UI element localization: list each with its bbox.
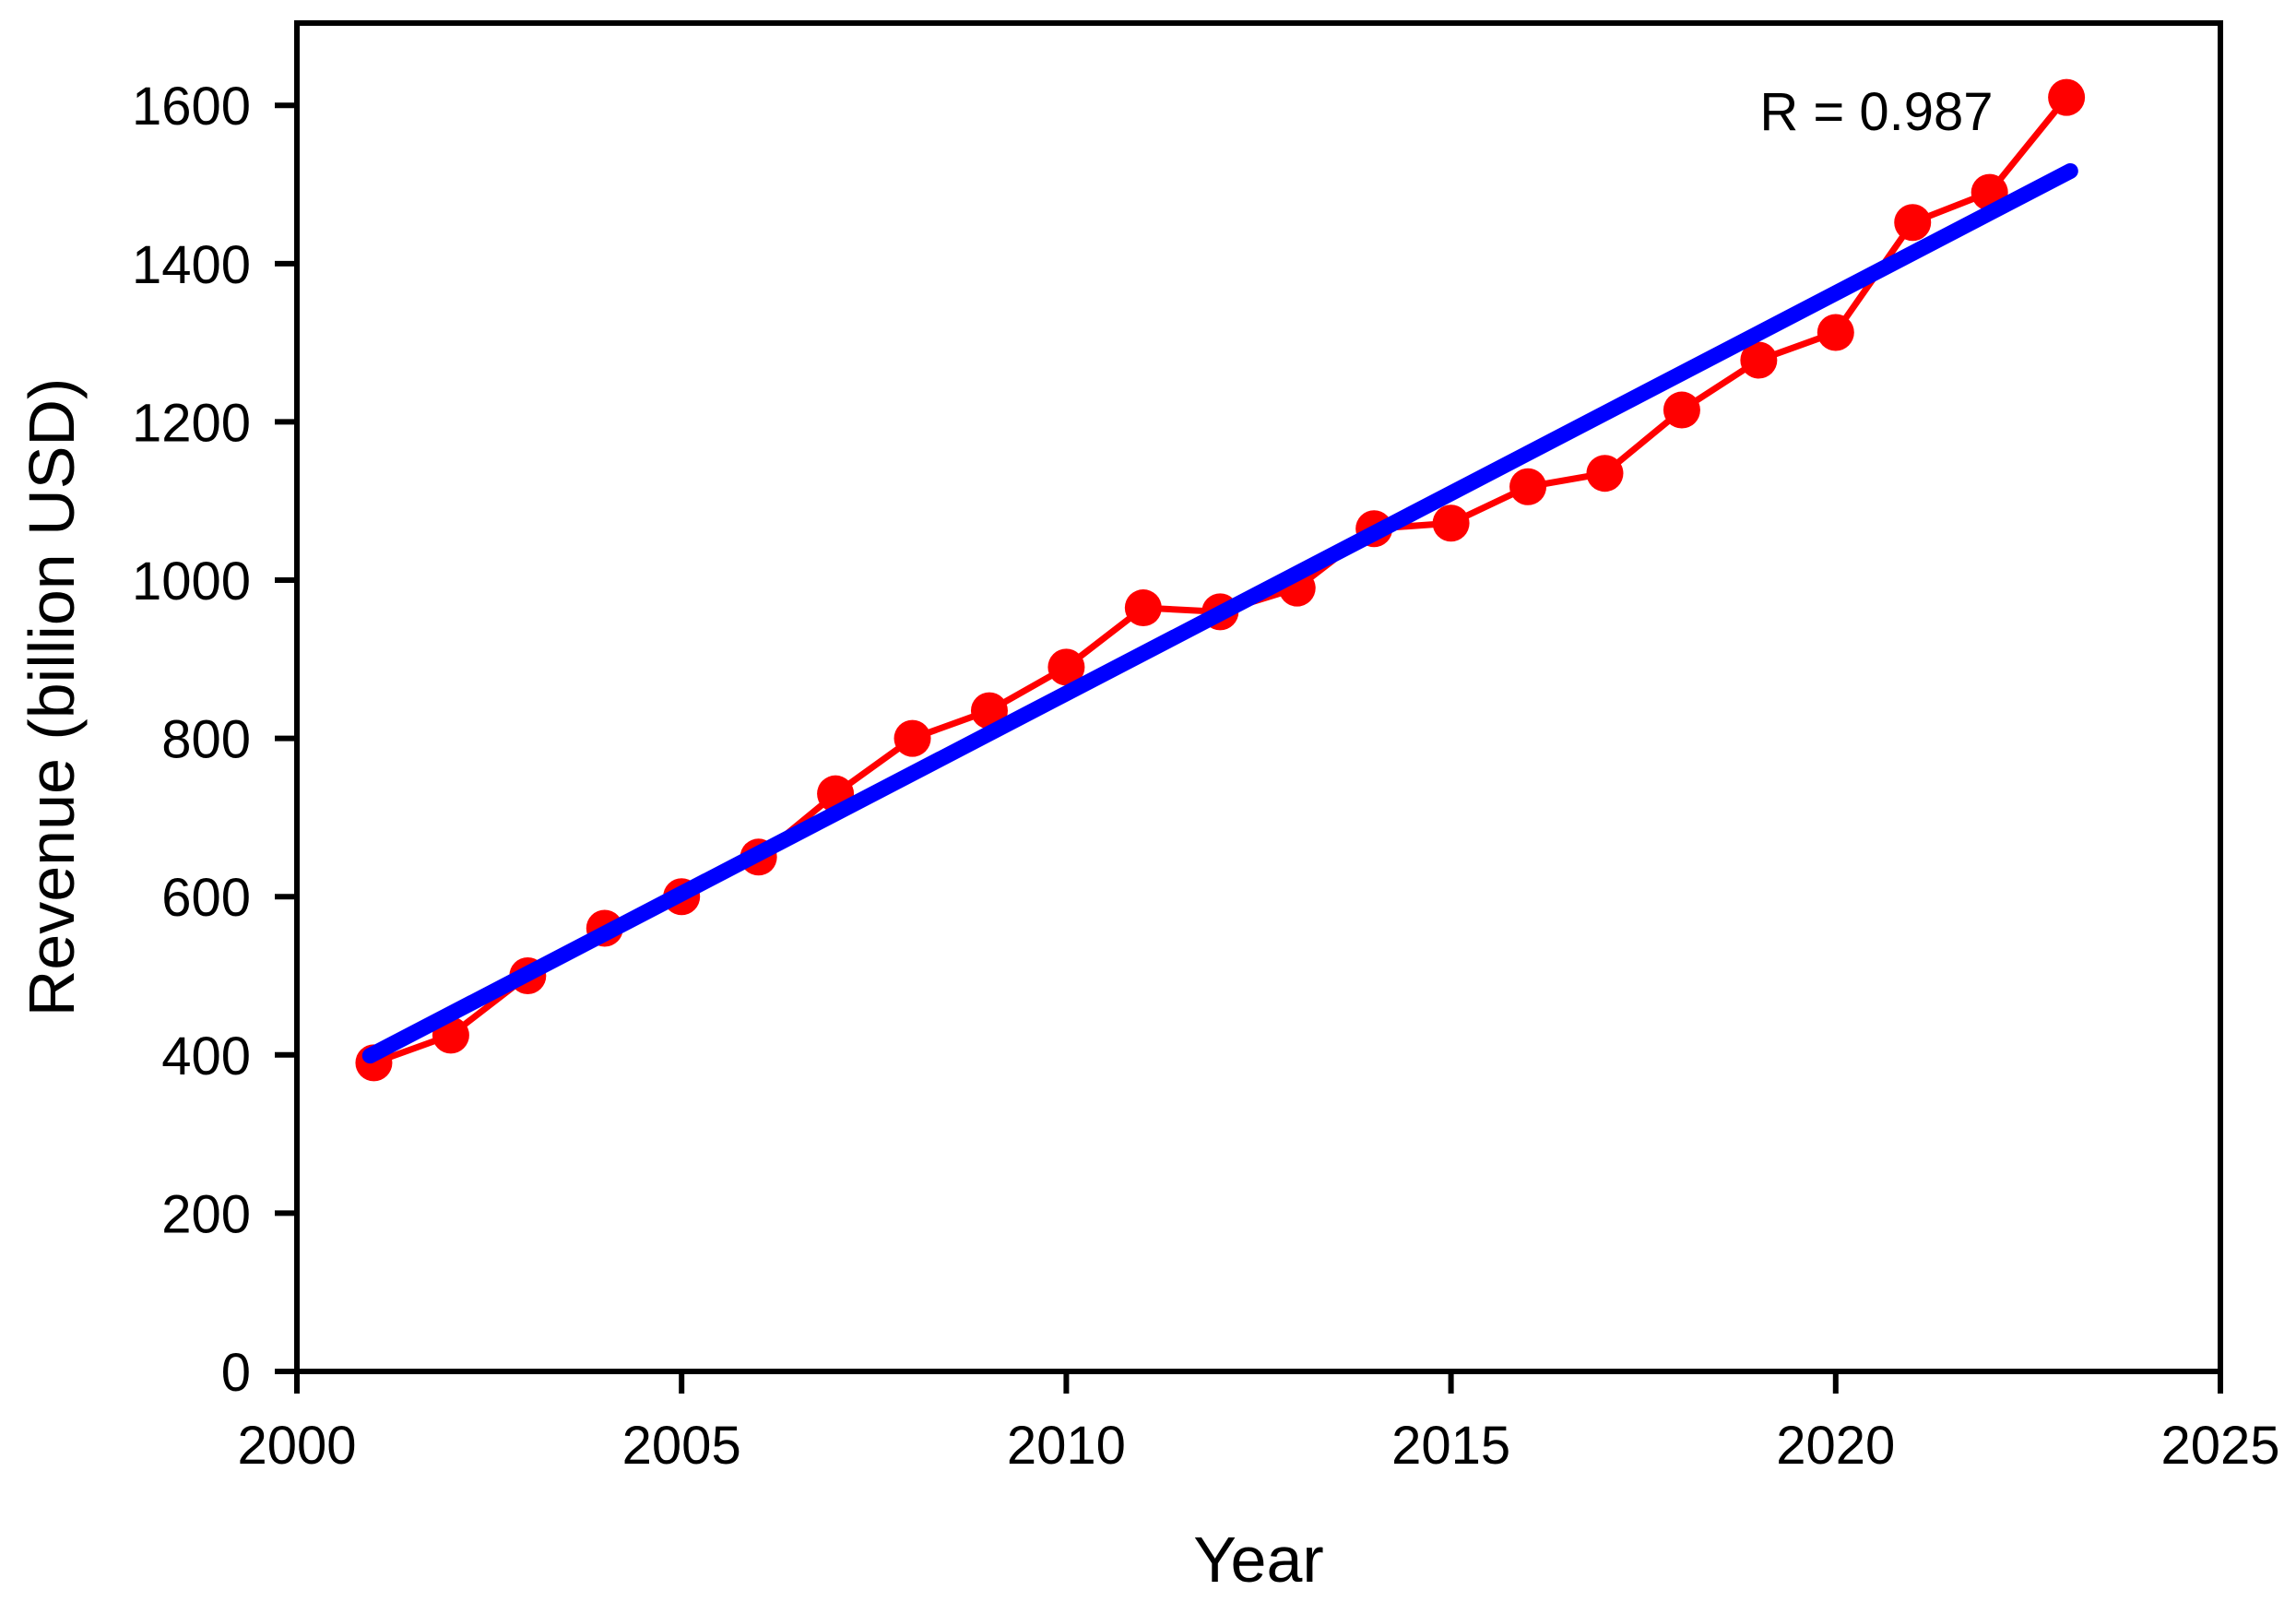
trend-line	[361, 162, 2078, 1064]
data-point-2018	[1663, 391, 1700, 429]
data-point-2023	[2048, 78, 2086, 116]
data-point-2019	[1740, 341, 1778, 379]
x-tick-label: 2020	[1776, 1416, 1895, 1476]
x-tick-label: 2015	[1391, 1416, 1510, 1476]
data-point-2021	[1894, 204, 1932, 242]
y-axis-title: Revenue (billion USD)	[16, 378, 88, 1017]
y-tick-label: 400	[161, 1026, 251, 1086]
y-tick-label: 1000	[132, 552, 251, 611]
x-axis-title: Year	[1193, 1524, 1323, 1596]
y-tick-label: 200	[161, 1184, 251, 1244]
y-tick-label: 800	[161, 710, 251, 770]
data-point-2017	[1586, 455, 1624, 492]
x-tick-label: 2000	[237, 1416, 356, 1476]
data-point-2015	[1432, 504, 1470, 542]
plot-frame	[294, 20, 2223, 1374]
data-point-2016	[1509, 468, 1547, 505]
x-tick-label: 2010	[1007, 1416, 1126, 1476]
x-tick-label: 2025	[2160, 1416, 2279, 1476]
y-tick-label: 1600	[132, 77, 251, 136]
data-point-2020	[1817, 314, 1854, 351]
x-tick-label: 2005	[622, 1416, 741, 1476]
y-tick-label: 1400	[132, 235, 251, 295]
data-point-2010	[1047, 648, 1085, 686]
y-tick-label: 0	[221, 1343, 251, 1403]
y-tick-label: 600	[161, 868, 251, 928]
data-point-2008	[894, 719, 931, 757]
y-tick-label: 1200	[132, 393, 251, 453]
data-point-2011	[1124, 589, 1162, 627]
r-value-label: R = 0.987	[1759, 82, 1993, 142]
